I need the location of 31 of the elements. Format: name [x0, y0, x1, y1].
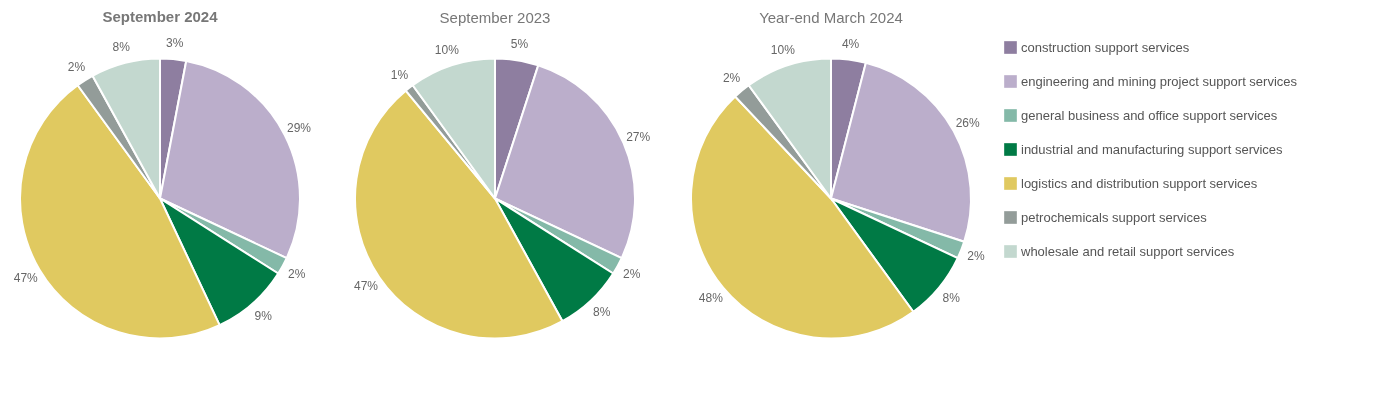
data-label: 9%	[254, 308, 273, 323]
data-label: 8%	[112, 40, 131, 55]
data-label: 2%	[288, 266, 306, 281]
data-label: 2%	[623, 266, 641, 281]
data-label: 27%	[626, 129, 651, 144]
legend-label: general business and office support services	[1021, 107, 1278, 123]
data-label: 48%	[698, 290, 724, 305]
data-label: 29%	[286, 120, 312, 135]
data-label: 47%	[353, 279, 379, 294]
data-label: 26%	[955, 116, 981, 131]
data-label: 8%	[942, 290, 961, 305]
data-label: 2%	[722, 71, 741, 86]
data-label: 8%	[593, 305, 611, 320]
chart-title: September 2023	[439, 9, 551, 27]
data-label: 5%	[510, 37, 529, 52]
data-label: 2%	[67, 59, 86, 74]
legend-label: engineering and mining project support services	[1021, 73, 1298, 89]
data-label: 2%	[967, 248, 986, 263]
legend-label: logistics and distribution support services	[1021, 175, 1258, 191]
data-label: 4%	[841, 36, 860, 51]
data-label: 47%	[13, 270, 39, 285]
legend-label: construction support services	[1021, 39, 1190, 55]
legend-label: industrial and manufacturing support services	[1021, 141, 1284, 157]
legend-label: wholesale and retail support services	[1020, 243, 1235, 259]
chart-title: Year-end March 2024	[759, 8, 903, 26]
legend-label: petrochemicals support services	[1021, 209, 1208, 225]
data-label: 10%	[434, 43, 460, 58]
data-label: 10%	[770, 43, 796, 58]
data-label: 1%	[390, 68, 409, 83]
chart-title: September 2024	[102, 8, 219, 26]
data-label: 3%	[166, 36, 184, 51]
